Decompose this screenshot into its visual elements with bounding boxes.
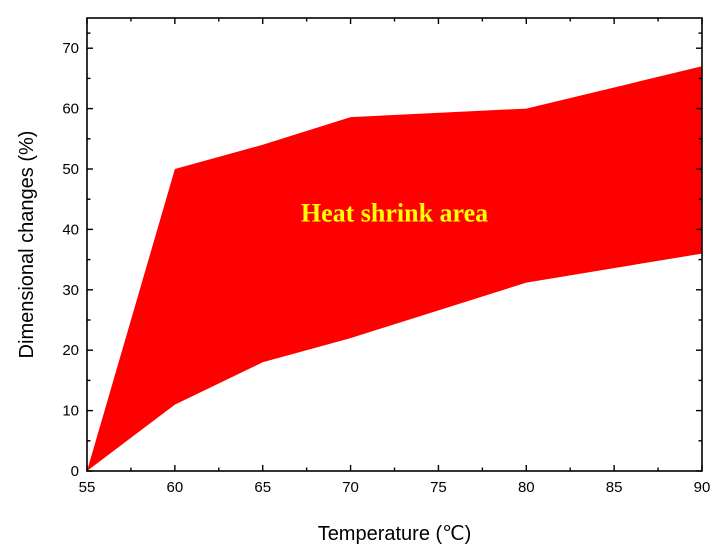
x-tick-label: 65: [254, 479, 271, 496]
x-tick-label: 75: [430, 479, 447, 496]
x-tick-labels: 55 60 65 70 75 80 85 90: [79, 479, 711, 496]
y-tick-label: 20: [62, 342, 79, 359]
y-tick-label: 10: [62, 403, 79, 420]
y-tick-labels: 0 10 20 30 40 50 60 70: [62, 40, 79, 480]
y-tick-label: 0: [71, 463, 79, 480]
y-tick-label: 70: [62, 40, 79, 57]
x-axis-title: Temperature (℃): [318, 523, 472, 545]
heat-shrink-area: [87, 66, 702, 472]
y-tick-label: 40: [62, 221, 79, 238]
x-tick-label: 55: [79, 479, 96, 496]
y-tick-label: 50: [62, 161, 79, 178]
heat-shrink-area-label: Heat shrink area: [301, 198, 488, 227]
plot-frame: [86, 17, 703, 472]
y-tick-label: 60: [62, 101, 79, 118]
y-tick-label: 30: [62, 282, 79, 299]
x-tick-label: 70: [342, 479, 359, 496]
y-axis-title: Dimensional changes (%): [16, 131, 38, 359]
x-tick-label: 90: [694, 479, 711, 496]
x-tick-label: 85: [606, 479, 623, 496]
x-tick-label: 60: [167, 479, 184, 496]
x-tick-label: 80: [518, 479, 535, 496]
